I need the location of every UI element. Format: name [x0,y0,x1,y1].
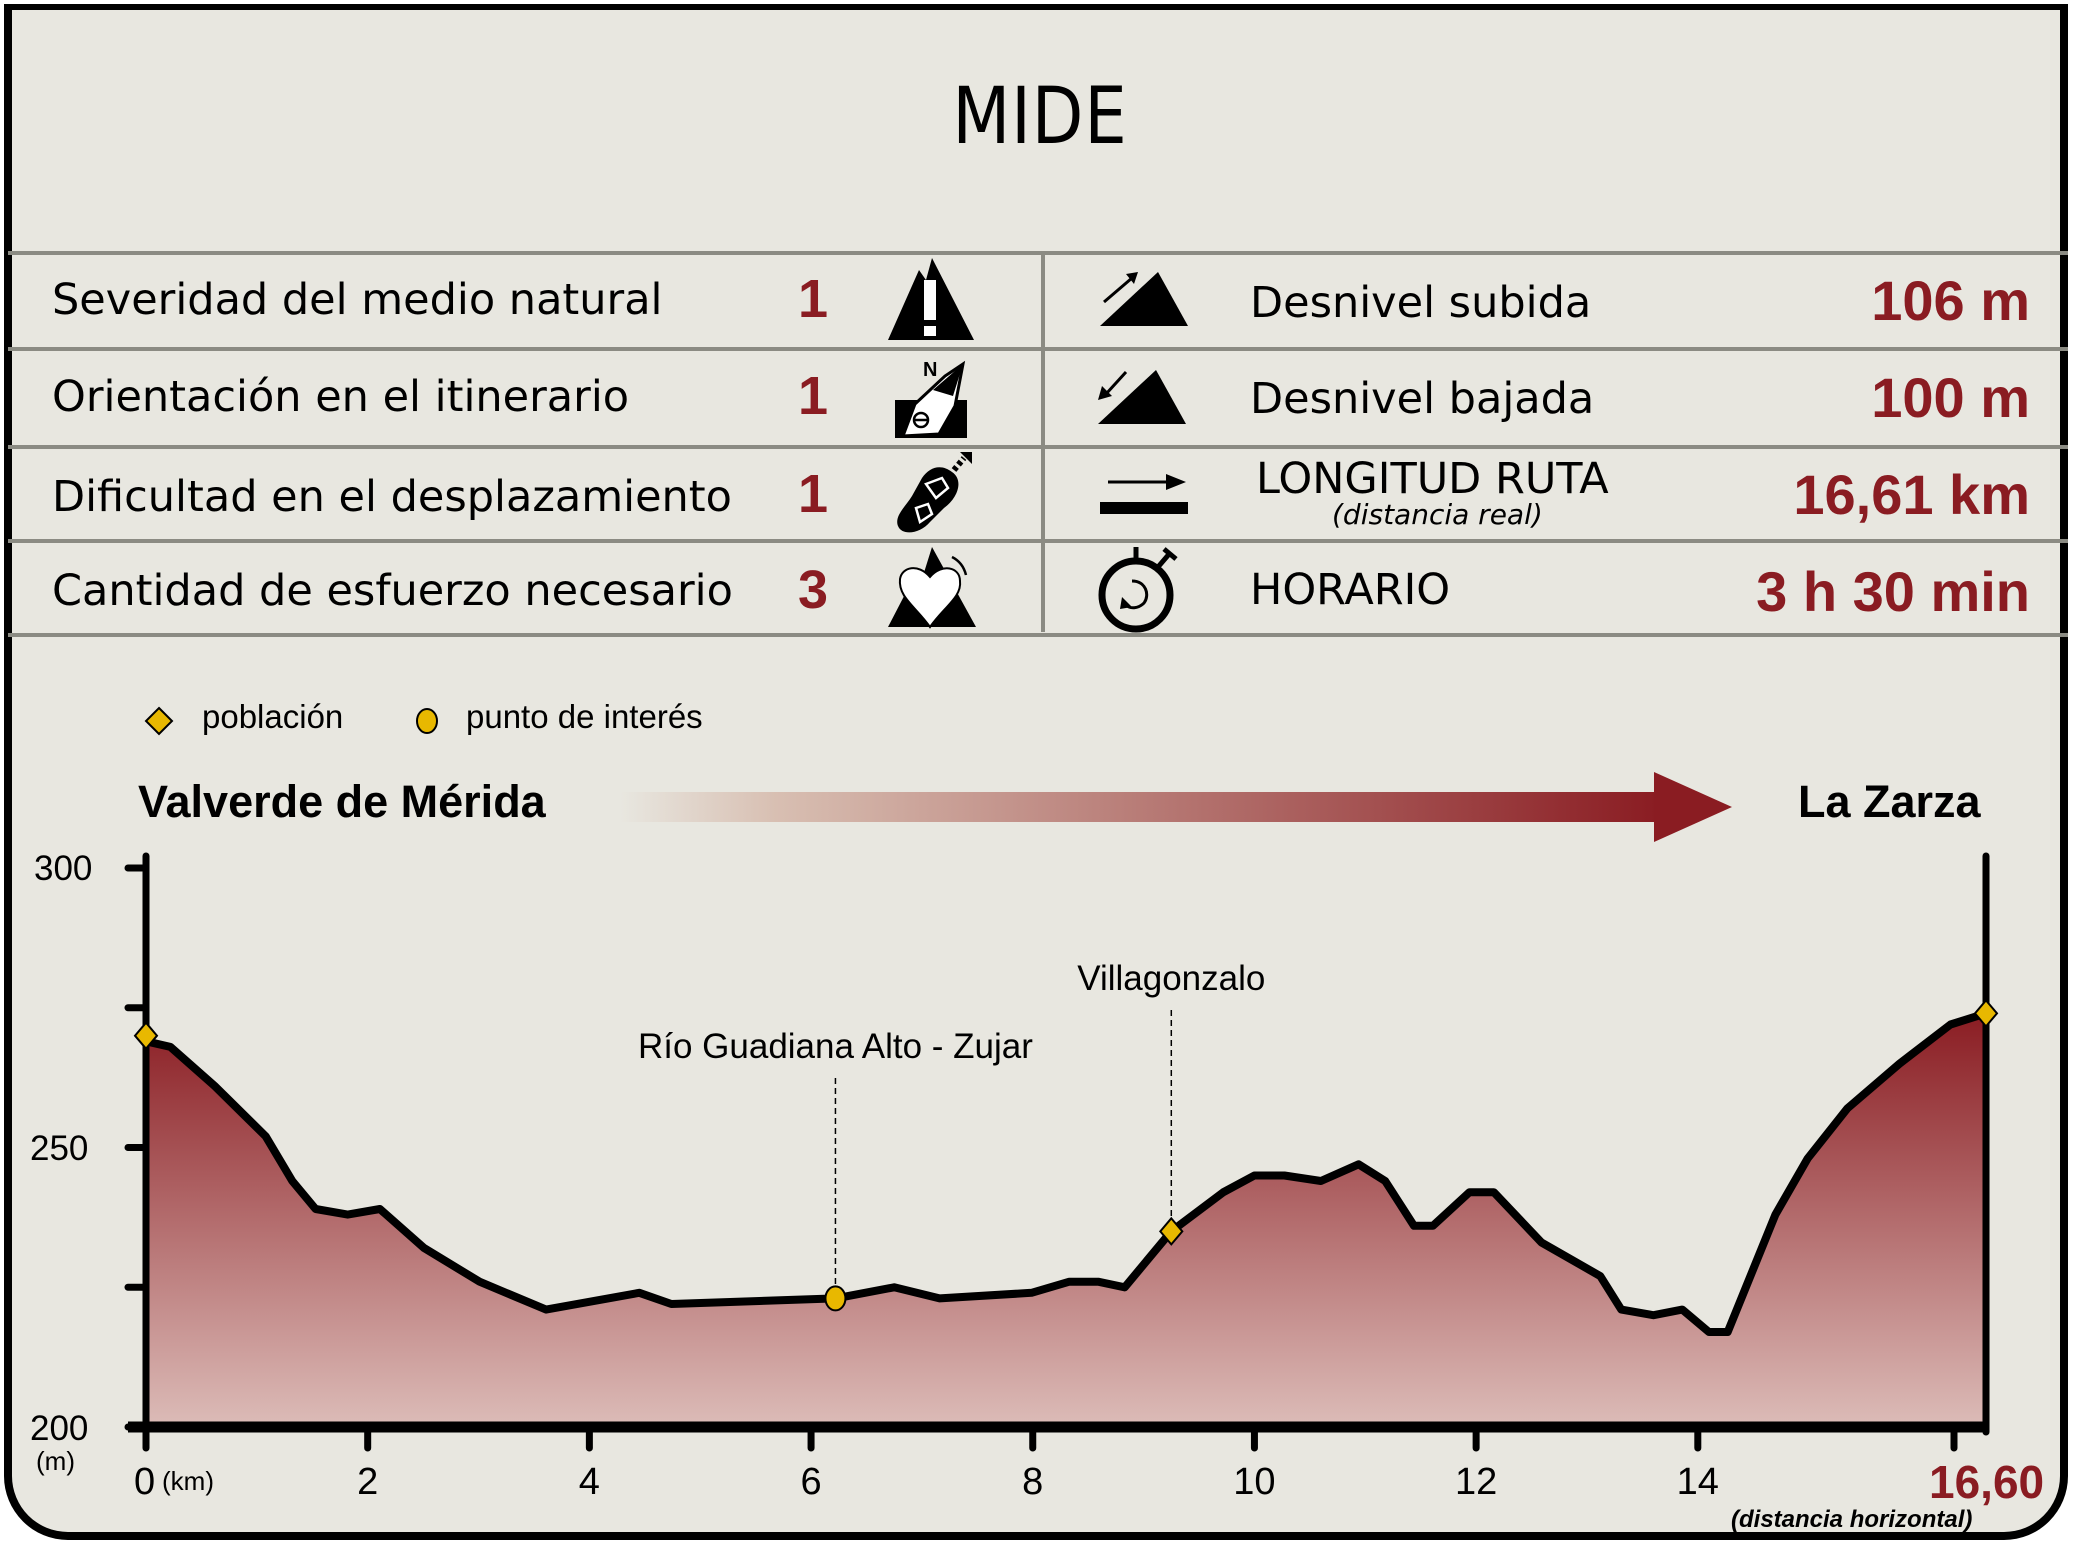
x-tick-label: 12 [1455,1461,1497,1503]
profile-area [145,1009,1988,1427]
y-axis-unit: (m) [36,1446,75,1476]
town-marker [1973,998,1999,1028]
stat-label-descent: Desnivel bajada [1250,374,1595,424]
mide-value-esfuerzo: 3 [797,560,829,620]
legend-town-label: población [202,698,344,735]
profile-line [145,1009,1988,1336]
x-tick-label: 10 [1233,1461,1275,1503]
mide-label-dificultad: Dificultad en el desplazamiento [52,472,732,522]
x-axis-unit: (km) [162,1466,214,1496]
mide-label-esfuerzo: Cantidad de esfuerzo necesario [52,566,733,616]
town-marker [1158,1216,1184,1246]
page-title: MIDE [952,72,1128,162]
ascent-icon [1100,272,1188,326]
x-end-label: 16,60 [1929,1456,2044,1508]
stat-label-ascent: Desnivel subida [1250,278,1592,328]
annotation-label: Villagonzalo [1077,959,1265,998]
compass-orientation-icon: N [895,359,967,438]
y-tick-300: 300 [34,849,92,888]
x-ticks: 0 2 4 6 8 10 12 14 [134,1423,1958,1503]
footprint-icon [897,452,972,533]
descent-icon [1098,370,1186,424]
mide-label-severidad: Severidad del medio natural [52,275,663,325]
stat-sublabel-distance: (distancia real) [1332,498,1543,531]
route-start: Valverde de Mérida [138,776,546,827]
annotations: Río Guadiana Alto - Zujar Villagonzalo [133,959,1999,1312]
annotation-label: Río Guadiana Alto - Zujar [638,1027,1033,1066]
y-tick-250: 250 [30,1129,88,1168]
divider [8,445,2068,449]
stat-value-time: 3 h 30 min [1756,560,2030,623]
legend-poi-label: punto de interés [466,698,703,735]
mide-value-orientacion: 1 [797,366,829,426]
stat-value-ascent: 106 m [1871,269,2030,332]
distance-icon [1100,474,1188,514]
stat-value-descent: 100 m [1871,366,2030,429]
town-diamond-icon [144,706,174,736]
divider [8,633,2068,637]
x-tick-label: 4 [579,1461,600,1503]
profile-fill [146,1013,1986,1427]
mide-label-orientacion: Orientación en el itinerario [52,372,630,422]
town-marker [133,1021,159,1051]
divider [8,347,2068,351]
divider [8,251,2068,255]
x-tick-label: 0 [134,1461,155,1503]
poi-circle-icon [416,708,438,734]
route-end: La Zarza [1798,776,1981,827]
direction-arrow-icon [620,772,1732,842]
alert-mountain-icon [888,258,974,340]
x-end-note: (distancia horizontal) [1731,1506,1972,1533]
stopwatch-icon [1098,547,1178,633]
poi-marker [824,1285,847,1312]
x-tick-label: 8 [1022,1461,1043,1503]
stat-label-distance: LONGITUD RUTA [1256,454,1609,504]
y-tick-200: 200 [30,1409,88,1448]
mide-value-dificultad: 1 [797,464,829,524]
x-tick-label: 14 [1677,1461,1719,1503]
svg-text:N: N [923,359,937,381]
stat-value-distance: 16,61 km [1793,463,2030,526]
x-tick-label: 2 [357,1461,378,1503]
column-divider [1041,254,1045,632]
stat-label-time: HORARIO [1250,565,1451,615]
x-tick-label: 6 [800,1461,821,1503]
mide-value-severidad: 1 [797,269,829,329]
divider [8,539,2068,543]
heart-mountain-icon [888,547,976,629]
